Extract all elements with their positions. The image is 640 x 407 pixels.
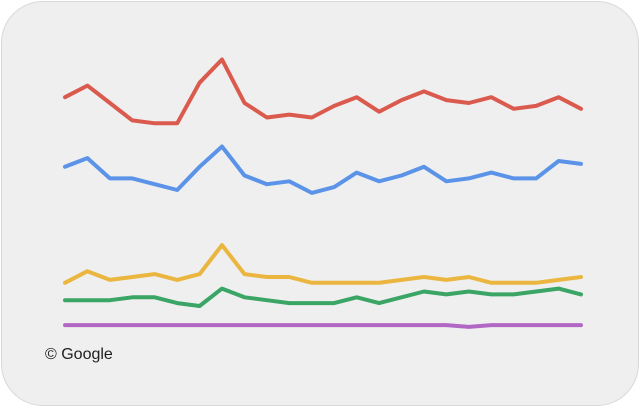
series-line — [63, 243, 583, 285]
series-line — [63, 57, 583, 126]
series-line — [63, 286, 583, 308]
series-line — [63, 323, 583, 329]
attribution: © Google — [45, 346, 113, 363]
series-line — [63, 144, 583, 195]
